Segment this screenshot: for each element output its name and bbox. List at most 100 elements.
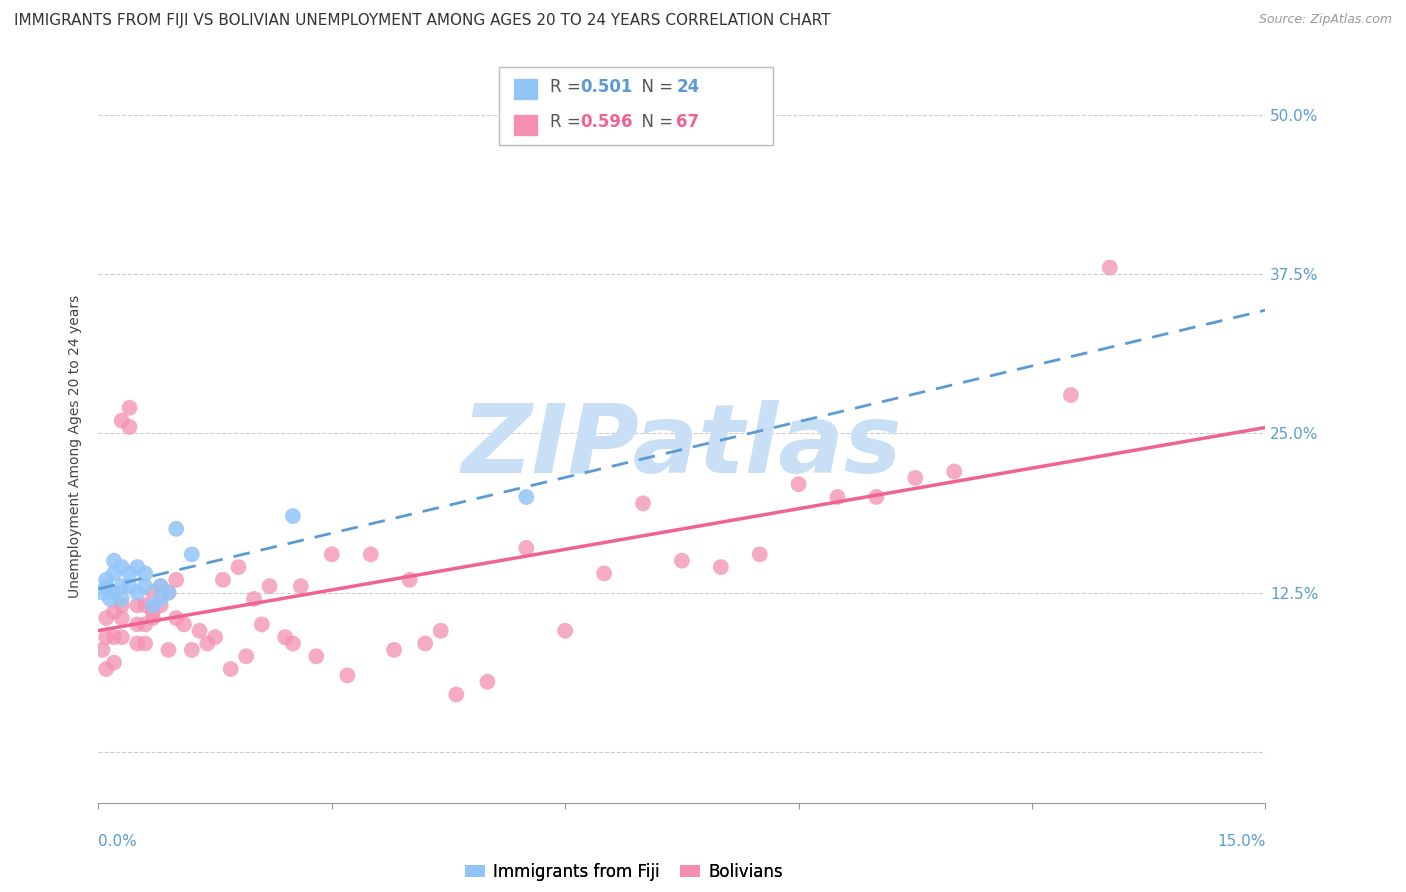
Point [195,636,218,650]
Point [243,591,266,606]
Text: N =: N = [631,113,679,131]
Point [157,643,180,657]
Point [429,624,451,638]
Point [127,636,149,650]
Point [127,599,149,613]
Point [204,630,226,644]
Point [103,566,125,581]
Point [103,605,125,619]
Point [142,605,165,619]
Point [336,668,359,682]
Text: R =: R = [550,113,586,131]
Point [118,579,141,593]
Point [477,674,499,689]
Point [710,560,733,574]
Point [235,649,257,664]
Point [1098,260,1121,275]
Point [96,662,118,676]
Point [748,547,770,561]
Point [360,547,382,561]
Point [91,585,114,599]
Legend: Immigrants from Fiji, Bolivians: Immigrants from Fiji, Bolivians [458,856,789,888]
Point [98,591,121,606]
Point [228,560,250,574]
Text: Source: ZipAtlas.com: Source: ZipAtlas.com [1258,13,1392,27]
Point [554,624,576,638]
Point [103,554,125,568]
Point [631,496,654,510]
Text: 24: 24 [676,78,700,95]
Point [111,579,134,593]
Point [827,490,849,504]
Text: 0.501: 0.501 [581,78,633,95]
Point [865,490,887,504]
Point [111,630,134,644]
Point [157,585,180,599]
Point [134,617,156,632]
Point [943,465,966,479]
Point [188,624,211,638]
Point [165,611,187,625]
Point [134,566,156,581]
Text: IMMIGRANTS FROM FIJI VS BOLIVIAN UNEMPLOYMENT AMONG AGES 20 TO 24 YEARS CORRELAT: IMMIGRANTS FROM FIJI VS BOLIVIAN UNEMPLO… [14,13,831,29]
Point [111,413,134,427]
Point [127,585,149,599]
Y-axis label: Unemployment Among Ages 20 to 24 years: Unemployment Among Ages 20 to 24 years [69,294,83,598]
Point [134,579,156,593]
Point [127,617,149,632]
Point [446,688,468,702]
Point [149,579,172,593]
Point [165,522,187,536]
Point [173,617,195,632]
Point [515,541,537,555]
Point [118,401,141,415]
Point [96,579,118,593]
Text: 15.0%: 15.0% [1218,834,1265,849]
Text: ZIPatlas: ZIPatlas [461,400,903,492]
Point [1060,388,1083,402]
Point [103,656,125,670]
Text: N =: N = [631,78,679,95]
Point [111,560,134,574]
Point [165,573,187,587]
Point [593,566,616,581]
Point [142,599,165,613]
Point [111,599,134,613]
Point [259,579,281,593]
Point [149,591,172,606]
Point [157,585,180,599]
Point [91,643,114,657]
Point [142,611,165,625]
Point [904,471,927,485]
Point [103,630,125,644]
Point [250,617,273,632]
Point [382,643,405,657]
Point [180,643,202,657]
Text: R =: R = [550,78,586,95]
Point [127,560,149,574]
Point [111,591,134,606]
Point [321,547,343,561]
Point [274,630,297,644]
Point [118,420,141,434]
Text: 0.0%: 0.0% [98,834,138,849]
Point [281,636,304,650]
Point [134,636,156,650]
Text: 67: 67 [676,113,699,131]
Point [413,636,436,650]
Point [180,547,202,561]
Point [398,573,420,587]
Point [219,662,242,676]
Point [96,630,118,644]
Point [149,579,172,593]
Point [515,490,537,504]
Text: 0.596: 0.596 [581,113,633,131]
Point [103,585,125,599]
Point [787,477,810,491]
Point [118,566,141,581]
Point [212,573,235,587]
Point [134,599,156,613]
Point [96,573,118,587]
Point [290,579,312,593]
Point [142,585,165,599]
